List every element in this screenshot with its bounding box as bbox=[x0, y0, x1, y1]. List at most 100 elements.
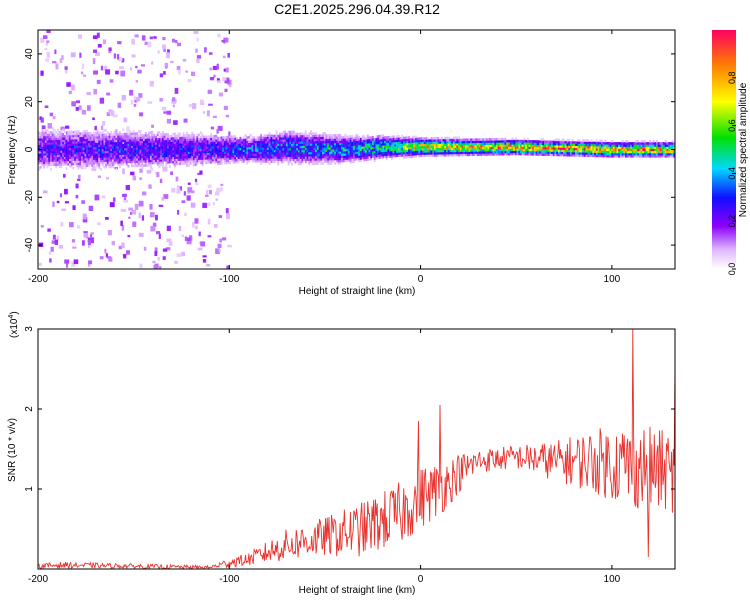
heatmap-cell bbox=[158, 135, 161, 139]
heatmap-cell bbox=[46, 155, 49, 158]
heatmap-cell bbox=[365, 152, 368, 155]
heatmap-cell bbox=[446, 149, 448, 153]
heatmap-speckle bbox=[172, 97, 176, 102]
heatmap-cell bbox=[583, 145, 586, 149]
heatmap-cell bbox=[235, 147, 238, 151]
heatmap-cell bbox=[148, 131, 151, 135]
heatmap-cell bbox=[382, 149, 385, 152]
heatmap-cell bbox=[48, 144, 51, 147]
heatmap-cell bbox=[518, 141, 521, 145]
heatmap-cell bbox=[60, 163, 63, 166]
heatmap-cell bbox=[292, 141, 295, 144]
heatmap-cell bbox=[63, 163, 66, 166]
heatmap-cell bbox=[130, 149, 133, 153]
heatmap-cell bbox=[328, 157, 331, 161]
heatmap-cell bbox=[60, 137, 63, 140]
heatmap-cell bbox=[241, 138, 244, 142]
heatmap-cell bbox=[113, 139, 116, 143]
heatmap-cell bbox=[223, 153, 226, 156]
heatmap-cell bbox=[70, 149, 73, 153]
heatmap-cell bbox=[304, 151, 307, 155]
heatmap-cell bbox=[516, 139, 519, 143]
heatmap-cell bbox=[67, 152, 70, 155]
heatmap-cell bbox=[409, 144, 412, 148]
heatmap-cell bbox=[199, 148, 202, 152]
heatmap-cell bbox=[279, 139, 281, 142]
heatmap-cell bbox=[599, 148, 602, 151]
heatmap-cell bbox=[413, 146, 416, 150]
heatmap-cell bbox=[564, 147, 567, 150]
heatmap-cell bbox=[151, 159, 154, 163]
heatmap-cell bbox=[141, 142, 144, 146]
heatmap-cell bbox=[93, 157, 95, 161]
heatmap-speckle bbox=[186, 240, 192, 245]
heatmap-cell bbox=[296, 132, 299, 136]
heatmap-cell bbox=[174, 162, 176, 166]
heatmap-cell bbox=[235, 143, 238, 147]
heatmap-cell bbox=[112, 150, 114, 154]
heatmap-cell bbox=[204, 141, 207, 145]
heatmap-cell bbox=[263, 151, 266, 155]
heatmap-cell bbox=[129, 158, 132, 162]
heatmap-cell bbox=[563, 151, 565, 155]
heatmap-cell bbox=[98, 157, 101, 161]
heatmap-speckle bbox=[94, 194, 100, 201]
heatmap-cell bbox=[638, 144, 641, 147]
heatmap-cell bbox=[143, 142, 145, 146]
heatmap-cell bbox=[432, 145, 435, 149]
heatmap-cell bbox=[303, 147, 306, 151]
heatmap-cell bbox=[416, 152, 419, 156]
heatmap-cell bbox=[631, 148, 634, 152]
heatmap-cell bbox=[587, 139, 590, 142]
heatmap-cell bbox=[235, 150, 238, 153]
heatmap-cell bbox=[409, 146, 412, 150]
heatmap-cell bbox=[490, 142, 493, 145]
heatmap-cell bbox=[413, 155, 416, 158]
heatmap-cell bbox=[48, 161, 51, 165]
heatmap-cell bbox=[569, 153, 572, 157]
heatmap-cell bbox=[623, 155, 626, 158]
heatmap-cell bbox=[203, 137, 206, 141]
heatmap-cell bbox=[99, 142, 102, 145]
heatmap-cell bbox=[535, 144, 538, 148]
heatmap-cell bbox=[328, 136, 331, 139]
heatmap-cell bbox=[187, 157, 190, 161]
heatmap-cell bbox=[201, 133, 204, 137]
heatmap-cell bbox=[459, 153, 462, 157]
heatmap-cell bbox=[571, 149, 574, 153]
heatmap-cell bbox=[315, 155, 318, 159]
heatmap-cell bbox=[397, 147, 400, 151]
heatmap-cell bbox=[489, 146, 491, 150]
heatmap-cell bbox=[174, 160, 176, 164]
heatmap-cell bbox=[346, 144, 349, 147]
heatmap-speckle bbox=[40, 225, 44, 228]
heatmap-cell bbox=[394, 137, 397, 141]
heatmap-cell bbox=[538, 140, 541, 143]
heatmap-cell bbox=[248, 153, 250, 156]
heatmap-cell bbox=[380, 156, 383, 159]
heatmap-cell bbox=[143, 155, 145, 159]
heatmap-cell bbox=[199, 150, 202, 154]
heatmap-cell bbox=[225, 144, 228, 148]
heatmap-speckle bbox=[217, 125, 223, 131]
heatmap-cell bbox=[196, 146, 199, 150]
heatmap-cell bbox=[313, 140, 316, 144]
heatmap-cell bbox=[389, 150, 392, 154]
heatmap-cell bbox=[77, 138, 80, 142]
heatmap-cell bbox=[351, 143, 354, 147]
heatmap-cell bbox=[270, 143, 273, 146]
heatmap-cell bbox=[60, 158, 63, 162]
heatmap-cell bbox=[199, 146, 202, 150]
heatmap-cell bbox=[666, 148, 669, 152]
heatmap-cell bbox=[89, 138, 92, 141]
heatmap-cell bbox=[464, 149, 467, 152]
heatmap-cell bbox=[232, 152, 235, 156]
heatmap-cell bbox=[549, 142, 552, 146]
heatmap-cell bbox=[137, 151, 140, 155]
heatmap-cell bbox=[246, 151, 249, 154]
heatmap-cell bbox=[204, 148, 207, 152]
heatmap-cell bbox=[285, 158, 288, 162]
heatmap-cell bbox=[156, 148, 159, 152]
heatmap-speckle bbox=[76, 100, 81, 104]
heatmap-cell bbox=[199, 131, 202, 135]
